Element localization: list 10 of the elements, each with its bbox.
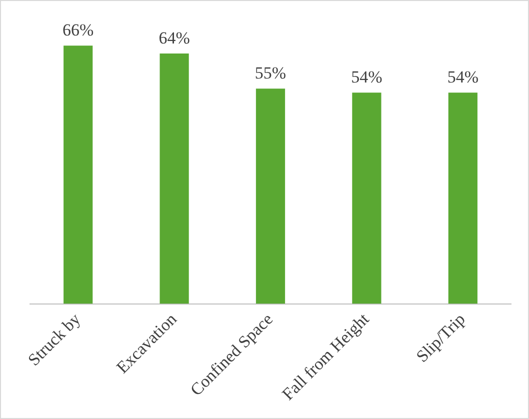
bar — [352, 92, 382, 304]
data-label: 54% — [447, 68, 478, 87]
data-label: 55% — [254, 64, 286, 83]
bar — [256, 88, 286, 304]
bar — [448, 92, 478, 304]
data-label: 66% — [62, 20, 94, 40]
data-label: 64% — [158, 28, 190, 48]
bar — [64, 46, 93, 304]
bar — [160, 53, 189, 304]
data-label: 54% — [351, 68, 382, 87]
